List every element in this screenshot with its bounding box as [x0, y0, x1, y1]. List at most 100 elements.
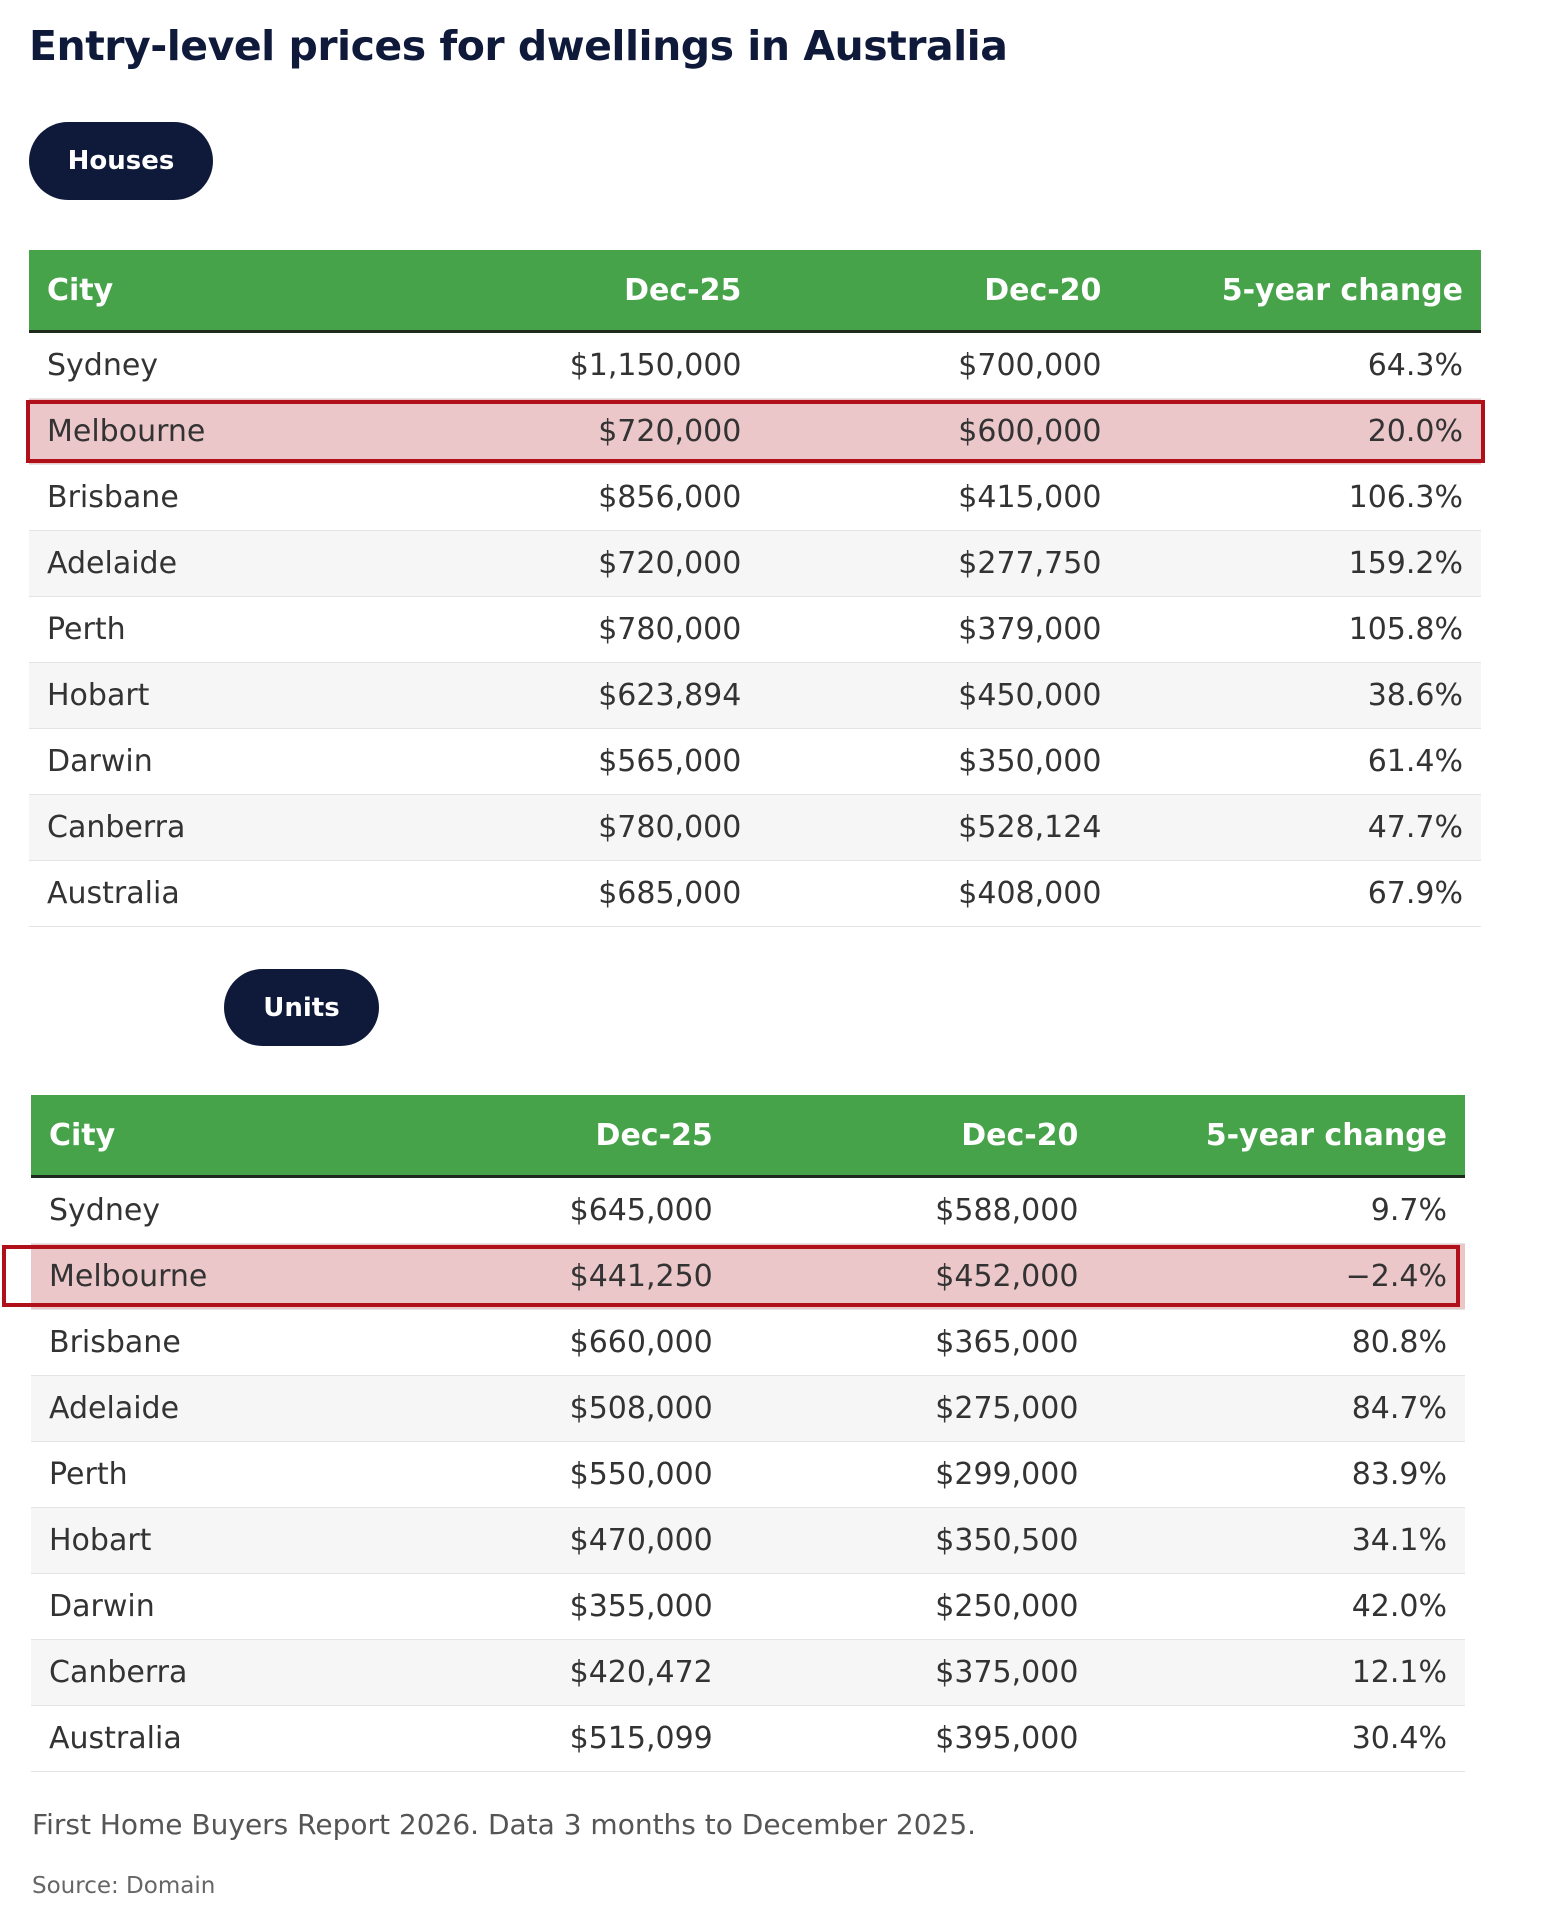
cell: $355,000 — [532, 1573, 731, 1640]
cell: $528,124 — [759, 794, 1120, 861]
cell: $415,000 — [759, 464, 1120, 531]
row: Sydney $1,150,000 $700,000 64.3% — [29, 331, 1481, 399]
cell: $379,000 — [759, 596, 1120, 663]
houses-button[interactable]: Houses — [29, 122, 213, 200]
cell: $720,000 — [551, 530, 760, 597]
highlight-box — [2, 1245, 1460, 1307]
cell: $660,000 — [532, 1309, 731, 1376]
cell: 9.7% — [1096, 1176, 1465, 1244]
cell: 159.2% — [1119, 530, 1481, 597]
row: Sydney $645,000 $588,000 9.7% — [31, 1176, 1465, 1244]
cell: Hobart — [31, 1507, 533, 1574]
header-row: City Dec-25 Dec-20 5-year change — [31, 1095, 1465, 1178]
cell: 38.6% — [1119, 662, 1481, 729]
cell: Canberra — [31, 1639, 533, 1706]
cell: $600,000 — [759, 398, 1120, 465]
cell: 61.4% — [1119, 728, 1481, 795]
cell: $452,000 — [730, 1243, 1097, 1310]
row: Adelaide $720,000 $277,750 159.2% — [29, 530, 1481, 597]
header-cell: Dec-25 — [532, 1095, 731, 1178]
units-table: City Dec-25 Dec-20 5-year change Sydney $645,… — [31, 1095, 1465, 1772]
row: Melbourne $441,250 $452,000 −2.4% — [31, 1243, 1465, 1310]
row: Australia $685,000 $408,000 67.9% — [29, 860, 1481, 927]
houses-table: City Dec-25 Dec-20 5-year change Sydney $1,15… — [29, 250, 1481, 927]
cell: 64.3% — [1119, 331, 1481, 399]
title: Entry-level prices for dwellings in Aust… — [29, 22, 1008, 70]
row: Canberra $420,472 $375,000 12.1% — [31, 1639, 1465, 1706]
row: Darwin $565,000 $350,000 61.4% — [29, 728, 1481, 795]
row: Perth $780,000 $379,000 105.8% — [29, 596, 1481, 663]
cell: 12.1% — [1096, 1639, 1465, 1706]
cell: $685,000 — [551, 860, 760, 927]
cell: $508,000 — [532, 1375, 731, 1442]
cell: $470,000 — [532, 1507, 731, 1574]
header-cell: City — [31, 1095, 533, 1178]
cell: 34.1% — [1096, 1507, 1465, 1574]
cell: Australia — [29, 860, 552, 927]
cell: $588,000 — [730, 1176, 1097, 1244]
header-cell: 5-year change — [1119, 250, 1481, 333]
header-row: City Dec-25 Dec-20 5-year change — [29, 250, 1481, 333]
units-button[interactable]: Units — [224, 969, 379, 1046]
cell: 84.7% — [1096, 1375, 1465, 1442]
cell: $515,099 — [532, 1705, 731, 1772]
cell: Australia — [31, 1705, 533, 1772]
cell: $550,000 — [532, 1441, 731, 1508]
cell: $565,000 — [551, 728, 760, 795]
cell: Darwin — [31, 1573, 533, 1640]
cell: $450,000 — [759, 662, 1120, 729]
header-cell: Dec-20 — [730, 1095, 1097, 1178]
cell: Canberra — [29, 794, 552, 861]
cell: $299,000 — [730, 1441, 1097, 1508]
cell: $250,000 — [730, 1573, 1097, 1640]
cell: $350,000 — [759, 728, 1120, 795]
source: Source: Domain — [32, 1873, 216, 1899]
header-cell: Dec-25 — [551, 250, 760, 333]
row: Hobart $470,000 $350,500 34.1% — [31, 1507, 1465, 1574]
cell: $623,894 — [551, 662, 760, 729]
row: Perth $550,000 $299,000 83.9% — [31, 1441, 1465, 1508]
cell: $420,472 — [532, 1639, 731, 1706]
row: Canberra $780,000 $528,124 47.7% — [29, 794, 1481, 861]
cell: $375,000 — [730, 1639, 1097, 1706]
cell: 20.0% — [1119, 398, 1481, 465]
cell: Darwin — [29, 728, 552, 795]
cell: −2.4% — [1096, 1243, 1465, 1310]
row: Hobart $623,894 $450,000 38.6% — [29, 662, 1481, 729]
cell: $780,000 — [551, 596, 760, 663]
cell: Perth — [29, 596, 552, 663]
cell: $408,000 — [759, 860, 1120, 927]
cell: 106.3% — [1119, 464, 1481, 531]
header-cell: Dec-20 — [759, 250, 1120, 333]
cell: 47.7% — [1119, 794, 1481, 861]
cell: $275,000 — [730, 1375, 1097, 1442]
cell: Sydney — [29, 331, 552, 399]
cell: $856,000 — [551, 464, 760, 531]
cell: 42.0% — [1096, 1573, 1465, 1640]
cell: Melbourne — [31, 1243, 533, 1310]
cell: Perth — [31, 1441, 533, 1508]
cell: Adelaide — [31, 1375, 533, 1442]
highlight-box — [26, 400, 1485, 463]
row: Darwin $355,000 $250,000 42.0% — [31, 1573, 1465, 1640]
cell: Melbourne — [29, 398, 552, 465]
cell: Hobart — [29, 662, 552, 729]
cell: Adelaide — [29, 530, 552, 597]
header-cell: City — [29, 250, 552, 333]
cell: $645,000 — [532, 1176, 731, 1244]
cell: $700,000 — [759, 331, 1120, 399]
cell: $277,750 — [759, 530, 1120, 597]
cell: $365,000 — [730, 1309, 1097, 1376]
cell: Brisbane — [29, 464, 552, 531]
cell: $395,000 — [730, 1705, 1097, 1772]
cell: Brisbane — [31, 1309, 533, 1376]
row: Melbourne $720,000 $600,000 20.0% — [29, 398, 1481, 465]
cell: Sydney — [31, 1176, 533, 1244]
cell: 83.9% — [1096, 1441, 1465, 1508]
cell: $720,000 — [551, 398, 760, 465]
row: Australia $515,099 $395,000 30.4% — [31, 1705, 1465, 1772]
note: First Home Buyers Report 2026. Data 3 mo… — [32, 1808, 977, 1841]
cell: $350,500 — [730, 1507, 1097, 1574]
